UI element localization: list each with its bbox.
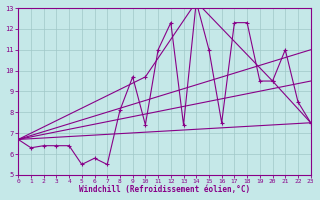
X-axis label: Windchill (Refroidissement éolien,°C): Windchill (Refroidissement éolien,°C) <box>79 185 250 194</box>
